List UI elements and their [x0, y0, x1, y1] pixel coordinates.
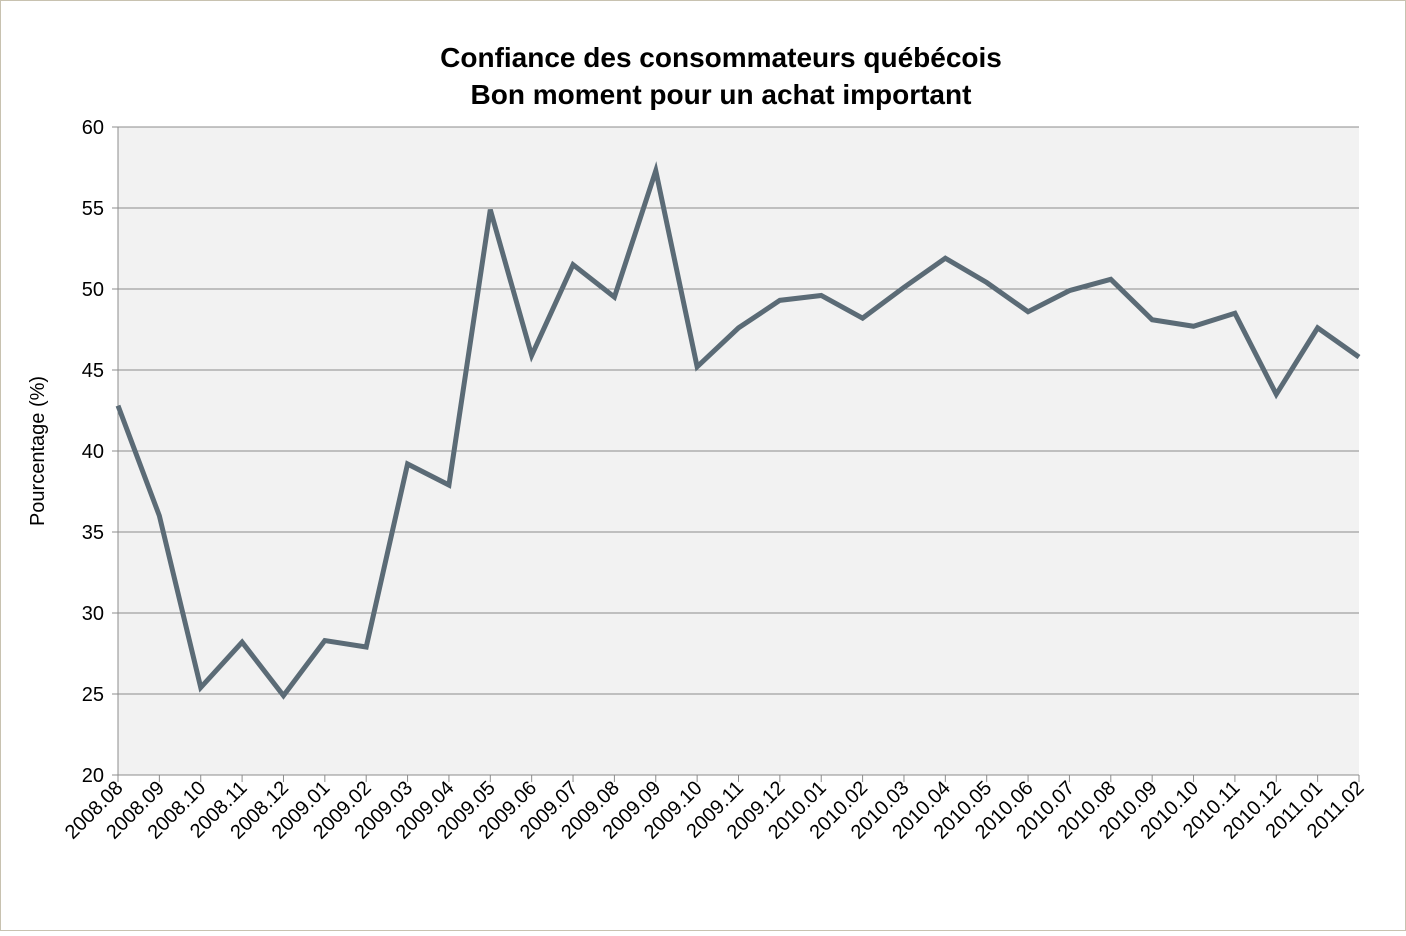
- y-tick-label: 25: [82, 684, 104, 706]
- y-tick-label: 20: [82, 765, 104, 787]
- y-tick-label: 55: [82, 198, 104, 220]
- y-tick-label: 35: [82, 522, 104, 544]
- line-series: [115, 161, 1361, 700]
- y-tick-label: 45: [82, 360, 104, 382]
- y-tick-label: 60: [82, 117, 104, 139]
- chart-title: Confiance des consommateurs québécois: [440, 42, 1002, 73]
- y-axis-title: Pourcentage (%): [27, 376, 49, 526]
- y-tick-label: 40: [82, 441, 104, 463]
- y-tick-label: 30: [82, 603, 104, 625]
- chart-subtitle: Bon moment pour un achat important: [471, 79, 972, 110]
- y-tick-label: 50: [82, 279, 104, 301]
